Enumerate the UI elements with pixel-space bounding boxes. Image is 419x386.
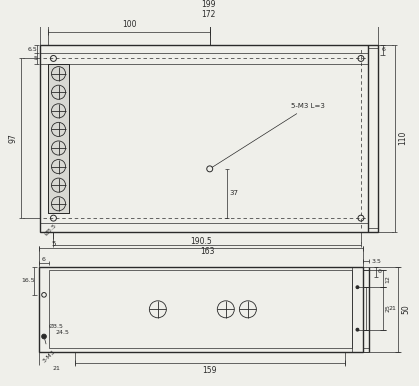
Text: 21: 21 [53,366,61,371]
Text: 16.5: 16.5 [22,278,35,283]
Text: 3-M3: 3-M3 [42,339,57,364]
Text: 21: 21 [389,306,397,311]
Circle shape [356,286,359,289]
Text: 199: 199 [202,0,216,9]
Text: Ø3.5: Ø3.5 [49,324,64,329]
Text: 172: 172 [201,10,215,19]
Text: 190.5: 190.5 [190,237,212,245]
Bar [48,64,69,213]
Text: 159: 159 [202,366,217,375]
Text: 6.5: 6.5 [27,47,37,52]
Bar [40,45,378,232]
Text: 5-M3 L=3: 5-M3 L=3 [212,103,325,168]
Text: 97: 97 [9,134,18,143]
Text: 110: 110 [398,131,407,146]
Text: Ø3.5: Ø3.5 [44,223,57,237]
Text: 5: 5 [51,241,56,247]
Text: 3.5: 3.5 [371,259,381,264]
Text: 12: 12 [386,275,391,283]
Text: 25: 25 [386,305,391,312]
Text: 6: 6 [378,269,382,274]
Bar [48,64,69,213]
Text: 100: 100 [122,20,136,29]
Bar [39,267,362,352]
Text: 163: 163 [200,247,215,256]
Text: 24.5: 24.5 [55,330,69,335]
Circle shape [42,334,47,339]
Bar [49,270,352,349]
Text: 6: 6 [382,47,385,52]
Text: 50: 50 [402,305,411,314]
Text: 37: 37 [230,191,238,196]
Text: 6: 6 [42,257,46,262]
Circle shape [356,328,359,331]
Text: 5: 5 [33,56,37,61]
